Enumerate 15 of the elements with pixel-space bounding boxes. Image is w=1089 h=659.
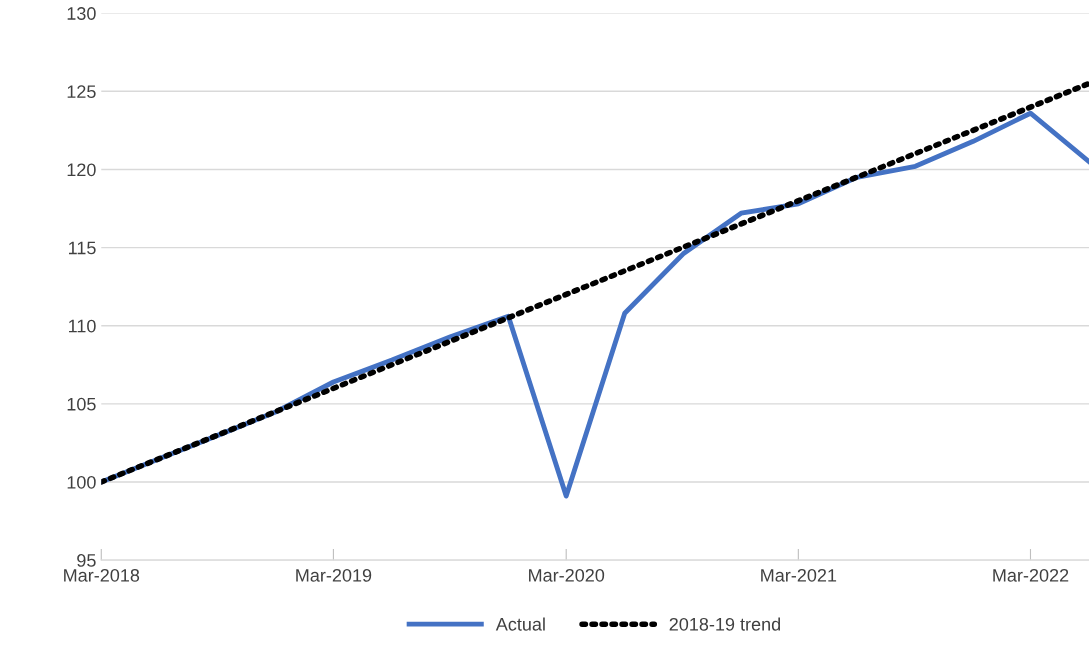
y-tick-label: 130 [67, 7, 96, 20]
x-tick-label: Mar-2022 [993, 568, 1069, 582]
y-tick-label: 125 [67, 85, 96, 99]
y-tick-label: 95 [77, 554, 96, 567]
y-tick-label: 100 [67, 475, 96, 489]
x-tick-label: Mar-2018 [64, 568, 140, 582]
legend-label: Actual [495, 617, 545, 631]
x-tick-label: Mar-2021 [761, 568, 837, 582]
x-tick-label: Mar-2019 [296, 568, 372, 582]
y-tick-label: 120 [67, 163, 96, 177]
legend-label: 2018-19 trend [669, 617, 781, 631]
y-tick-label: 110 [69, 319, 96, 333]
y-tick-label: 105 [67, 397, 96, 411]
y-tick-label: 115 [69, 241, 96, 255]
x-tick-label: Mar-2020 [529, 568, 605, 582]
